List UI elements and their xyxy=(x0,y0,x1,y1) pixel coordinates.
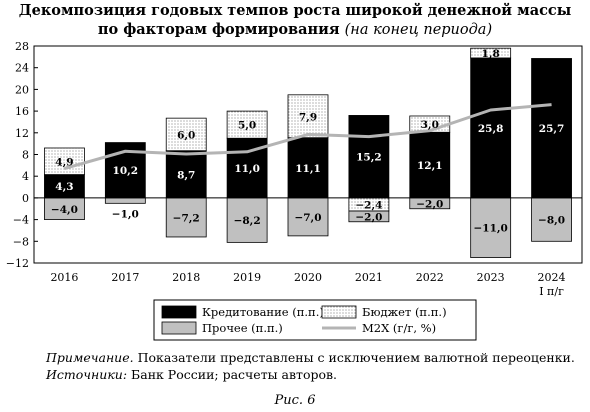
note-line: Примечание. Показатели представлены с ис… xyxy=(46,349,575,366)
legend-label: Прочее (п.п.) xyxy=(202,321,283,335)
y-tick-label: −12 xyxy=(6,257,29,270)
source-line: Источники: Банк России; расчеты авторов. xyxy=(46,366,575,383)
note-label: Примечание. xyxy=(46,350,134,365)
x-tick-label: 2016 xyxy=(50,271,78,284)
chart-title-period: (на конец периода) xyxy=(344,22,493,38)
line-m2x xyxy=(64,103,552,171)
y-tick-label: 20 xyxy=(15,83,29,96)
data-label-other: −8,0 xyxy=(538,215,565,227)
chart-title-line2: по факторам формирования xyxy=(97,21,340,38)
y-tick-label: 16 xyxy=(15,105,29,118)
x-tick-label: 2022 xyxy=(416,271,444,284)
x-tick-label: 2024 xyxy=(538,271,566,284)
y-tick-label: 12 xyxy=(15,127,29,140)
legend-label: Кредитование (п.п.) xyxy=(202,305,324,319)
y-tick-label: 24 xyxy=(15,62,29,75)
data-label-credit: 11,0 xyxy=(234,163,260,175)
source-text: Банк России; расчеты авторов. xyxy=(127,367,338,382)
legend-swatch xyxy=(321,305,357,319)
data-label-budget: 7,9 xyxy=(299,111,317,123)
data-label-other: −7,0 xyxy=(294,212,321,224)
bar-budget xyxy=(165,117,207,152)
data-label-credit: 12,1 xyxy=(417,160,443,172)
bar-budget xyxy=(226,110,268,139)
data-label-budget: 6,0 xyxy=(177,129,195,141)
data-label-budget: 5,0 xyxy=(238,120,256,132)
chart-title: Декомпозиция годовых темпов роста широко… xyxy=(0,1,590,20)
data-label-budget: 1,8 xyxy=(482,48,500,60)
legend-label: Бюджет (п.п.) xyxy=(362,305,447,319)
data-label-other: −2,0 xyxy=(355,211,382,223)
x-tick-sublabel: I п/г xyxy=(539,285,564,298)
bar-budget xyxy=(470,47,512,59)
legend-swatch xyxy=(161,321,197,335)
y-tick-label: −4 xyxy=(13,214,29,227)
y-tick-label: 0 xyxy=(22,192,29,205)
legend-box xyxy=(153,299,477,341)
data-label-credit: 10,2 xyxy=(113,165,139,177)
bar-other xyxy=(165,197,207,238)
data-label-other: −11,0 xyxy=(473,223,507,235)
bar-credit xyxy=(531,58,572,199)
decomposition-chart: −12−8−404812162024284,34,9−4,010,2−1,08,… xyxy=(6,40,583,341)
legend-label: M2X (г/г, %) xyxy=(362,321,436,335)
data-label-credit: 8,7 xyxy=(177,169,195,181)
y-tick-label: 4 xyxy=(22,170,29,183)
data-label-other: −8,2 xyxy=(234,215,261,227)
data-label-credit: 4,3 xyxy=(55,181,73,193)
data-label-other: −4,0 xyxy=(51,204,78,216)
y-tick-label: 28 xyxy=(15,40,29,53)
data-label-other: −2,0 xyxy=(416,198,443,210)
x-tick-label: 2017 xyxy=(111,271,139,284)
chart-title-line1: Декомпозиция годовых темпов роста широко… xyxy=(18,2,572,19)
data-label-other: −1,0 xyxy=(112,208,139,220)
x-tick-label: 2023 xyxy=(477,271,505,284)
data-label-credit: 25,8 xyxy=(478,123,504,135)
legend-swatch xyxy=(161,305,197,319)
bar-credit xyxy=(165,150,207,199)
chart-subtitle: по факторам формирования (на конец перио… xyxy=(0,20,590,40)
bar-other xyxy=(531,197,572,242)
data-label-other: −7,2 xyxy=(173,212,200,224)
figure-label: Рис. 6 xyxy=(274,393,316,408)
bar-budget xyxy=(287,94,329,139)
bar-other xyxy=(104,197,146,204)
data-label-credit: 25,7 xyxy=(539,123,565,135)
data-label-credit: 15,2 xyxy=(356,152,382,164)
data-label-budget: 4,9 xyxy=(55,156,73,168)
y-tick-label: −8 xyxy=(13,235,29,248)
y-tick-label: 8 xyxy=(22,149,29,162)
chart-notes: Примечание. Показатели представлены с ис… xyxy=(46,349,575,383)
x-tick-label: 2020 xyxy=(294,271,322,284)
bar-credit xyxy=(348,115,390,199)
bar-budget xyxy=(44,147,85,175)
x-tick-label: 2021 xyxy=(355,271,383,284)
bar-other xyxy=(470,197,512,258)
bar-credit xyxy=(287,137,329,199)
bar-credit xyxy=(470,57,512,199)
source-label: Источники: xyxy=(46,367,128,382)
x-tick-label: 2019 xyxy=(233,271,261,284)
note-text: Показатели представлены с исключением ва… xyxy=(133,350,575,365)
bar-other xyxy=(287,197,329,237)
data-label-budget: −2,4 xyxy=(355,199,382,211)
x-tick-label: 2018 xyxy=(172,271,200,284)
data-label-budget: 3,0 xyxy=(421,119,439,131)
data-label-credit: 11,1 xyxy=(295,163,321,175)
